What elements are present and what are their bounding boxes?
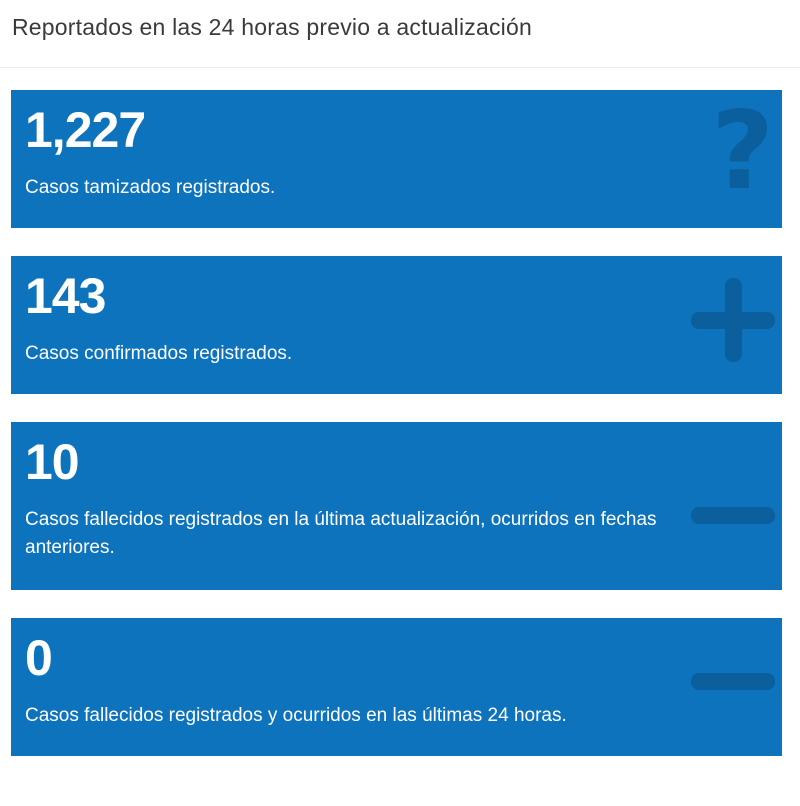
- stat-value: 1,227: [25, 102, 146, 158]
- stat-label: Casos fallecidos registrados en la últim…: [25, 509, 657, 558]
- stat-label: Casos confirmados registrados.: [25, 343, 293, 364]
- stat-card-confirmed: 143 Casos confirmados registrados.: [11, 256, 782, 394]
- stat-value: 143: [25, 268, 106, 324]
- section-title: Reportados en las 24 horas previo a actu…: [12, 14, 532, 40]
- stat-label: Casos fallecidos registrados y ocurridos…: [25, 705, 567, 726]
- stat-label: Casos tamizados registrados.: [25, 177, 276, 198]
- section-header: Reportados en las 24 horas previo a actu…: [0, 0, 800, 68]
- stat-value: 0: [25, 630, 53, 686]
- stat-card-deaths-24h: 0 Casos fallecidos registrados y ocurrid…: [11, 618, 782, 756]
- stat-card-screened: 1,227 Casos tamizados registrados. ?: [11, 90, 782, 228]
- minus-icon: [691, 507, 775, 524]
- stat-value: 10: [25, 434, 80, 490]
- question-icon: ?: [711, 90, 774, 214]
- stat-card-deaths-previous: 10 Casos fallecidos registrados en la úl…: [11, 422, 782, 590]
- minus-icon: [691, 673, 775, 690]
- plus-icon: [691, 278, 775, 362]
